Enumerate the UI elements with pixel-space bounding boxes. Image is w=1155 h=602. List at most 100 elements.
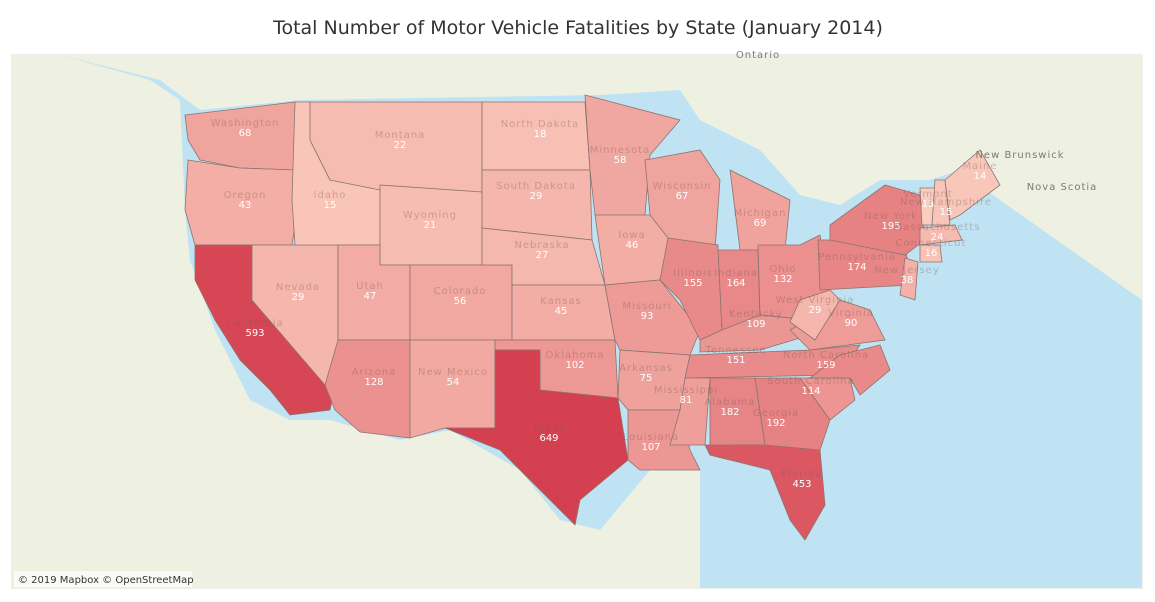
state xyxy=(931,179,951,226)
attribution: © 2019 Mapbox © OpenStreetMap xyxy=(18,575,194,586)
state-name: Kentucky xyxy=(729,309,783,320)
state-name: Illinois xyxy=(673,268,713,279)
state-name: Nebraska xyxy=(514,240,569,251)
state xyxy=(704,444,826,541)
state-name: North Dakota xyxy=(501,119,580,130)
state-name: New Hampshire xyxy=(900,197,992,208)
state-value: 159 xyxy=(816,360,835,371)
state xyxy=(919,224,963,246)
state xyxy=(444,349,629,526)
state-name: New Jersey xyxy=(874,265,939,276)
state-name: West Virginia xyxy=(776,295,854,306)
state-name: South Dakota xyxy=(496,181,576,192)
state-value: 68 xyxy=(239,128,252,139)
state-value: 58 xyxy=(614,155,627,166)
state-name: New York xyxy=(864,211,918,222)
state-value: 93 xyxy=(641,311,654,322)
state-value: 593 xyxy=(245,328,264,339)
state-value: 128 xyxy=(364,377,383,388)
state xyxy=(919,244,943,263)
state-name: Missouri xyxy=(622,301,671,312)
state-value: 151 xyxy=(726,355,745,366)
state-value: 13 xyxy=(922,199,935,210)
state-value: 132 xyxy=(773,274,792,285)
state-name: Washington xyxy=(211,118,280,129)
state-name: Idaho xyxy=(314,190,347,201)
state-name: Wisconsin xyxy=(653,181,712,192)
state-value: 164 xyxy=(726,278,745,289)
state-value: 192 xyxy=(766,418,785,429)
state-name: Colorado xyxy=(434,286,487,297)
state-value: 75 xyxy=(640,373,653,384)
state-name: Texas xyxy=(532,423,566,434)
state-name: Oklahoma xyxy=(546,350,605,361)
state-value: 114 xyxy=(801,386,820,397)
state-value: 21 xyxy=(424,220,437,231)
state-value: 43 xyxy=(239,200,252,211)
state-value: 15 xyxy=(940,207,953,218)
state-name: Alabama xyxy=(704,397,755,408)
state-value: 18 xyxy=(534,129,547,140)
state-value: 16 xyxy=(925,248,938,259)
state-name: Wyoming xyxy=(403,210,457,221)
state-value: 54 xyxy=(447,377,460,388)
state-name: Nevada xyxy=(276,282,320,293)
state-value: 453 xyxy=(792,479,811,490)
state xyxy=(944,149,1001,221)
place-label: New Brunswick xyxy=(975,150,1064,161)
mexico-land xyxy=(250,420,560,588)
state-value: 38 xyxy=(901,275,914,286)
state-name: Michigan xyxy=(734,208,787,219)
place-label: Ontario xyxy=(736,50,780,61)
state-value: 102 xyxy=(565,360,584,371)
state-name: Louisiana xyxy=(623,432,679,443)
state-value: 649 xyxy=(539,433,558,444)
state-value: 29 xyxy=(530,191,543,202)
state xyxy=(789,289,841,341)
state-value: 182 xyxy=(720,407,739,418)
state-name: North Carolina xyxy=(783,350,869,361)
attribution-bg xyxy=(14,571,192,587)
maritimes-land xyxy=(980,100,1142,300)
state-value: 67 xyxy=(676,191,689,202)
mexico-west-land xyxy=(12,55,700,588)
state xyxy=(808,344,891,396)
state-value: 109 xyxy=(746,319,765,330)
state-name: South Carolina xyxy=(767,376,854,387)
state-value: 90 xyxy=(845,318,858,329)
state-name: Pennsylvania xyxy=(818,252,896,263)
state-name: California xyxy=(226,318,284,329)
state-name: Kansas xyxy=(540,296,581,307)
state-value: 45 xyxy=(555,306,568,317)
canada-land xyxy=(12,55,1142,205)
state xyxy=(409,339,496,439)
state-name: Tennessee xyxy=(704,345,766,356)
state-value: 174 xyxy=(847,262,866,273)
state-name: Iowa xyxy=(618,230,645,241)
state-value: 47 xyxy=(364,291,377,302)
state-name: Vermont xyxy=(903,189,952,200)
state-value: 14 xyxy=(974,171,987,182)
state-name: Arkansas xyxy=(619,363,673,374)
state-value: 29 xyxy=(292,292,305,303)
state-name: Arizona xyxy=(352,367,397,378)
labels: Washington68Oregon43California593Nevada2… xyxy=(211,50,1097,490)
state-name: Virginia xyxy=(828,308,874,319)
state-value: 155 xyxy=(683,278,702,289)
chart-title: Total Number of Motor Vehicle Fatalities… xyxy=(272,17,883,39)
state-name: Florida xyxy=(781,469,822,480)
state xyxy=(669,377,711,446)
state-value: 15 xyxy=(324,200,337,211)
state-name: Minnesota xyxy=(590,145,651,156)
state-name: Oregon xyxy=(224,190,267,201)
state-name: Utah xyxy=(356,281,384,292)
state-value: 24 xyxy=(931,232,944,243)
state-value: 29 xyxy=(809,305,822,316)
state-value: 27 xyxy=(536,250,549,261)
state-value: 195 xyxy=(881,221,900,232)
state-name: Connecticut xyxy=(896,238,967,249)
state-value: 22 xyxy=(394,140,407,151)
state-value: 107 xyxy=(641,442,660,453)
